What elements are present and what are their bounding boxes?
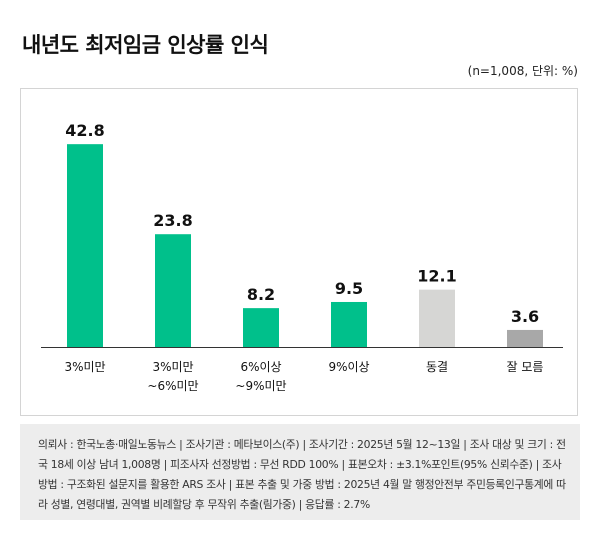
category-label-0-0: 3%미만 [64,360,105,374]
value-label-3: 9.5 [335,279,363,298]
value-label-1: 23.8 [153,211,192,230]
value-label-5: 3.6 [511,307,539,326]
chart-area: 42.8 3%미만 23.8 3%미만 ~6%미만 8.2 6%이상 ~9%미만 9.5 9%이상… [20,88,578,416]
bar-0 [67,144,103,347]
category-label-4-0: 동결 [426,360,448,374]
category-label-5-0: 잘 모름 [507,360,544,374]
category-label-2-1: ~9%미만 [235,379,286,393]
unit-note: (n=1,008, 단위: %) [467,64,578,78]
category-label-2-0: 6%이상 [240,360,281,374]
bar-chart: 42.8 3%미만 23.8 3%미만 ~6%미만 8.2 6%이상 ~9%미만 9.5 9%이상… [41,121,563,393]
bar-5 [507,329,543,347]
survey-note-text: 의뢰사 : 한국노총·매일노동뉴스 | 조사기관 : 메타보이스(주) | 조사… [38,438,566,511]
value-label-2: 8.2 [247,285,275,304]
value-label-4: 12.1 [417,267,456,286]
bar-1 [155,234,191,347]
bar-4 [419,289,455,347]
bar-3 [331,301,367,347]
value-label-0: 42.8 [65,121,104,140]
survey-note: 의뢰사 : 한국노총·매일노동뉴스 | 조사기관 : 메타보이스(주) | 조사… [20,424,580,520]
category-label-1-1: ~6%미만 [147,379,198,393]
bar-2 [243,308,279,347]
category-label-1-0: 3%미만 [152,360,193,374]
category-label-3-0: 9%이상 [328,360,369,374]
chart-title: 내년도 최저임금 인상률 인식 [22,33,269,57]
